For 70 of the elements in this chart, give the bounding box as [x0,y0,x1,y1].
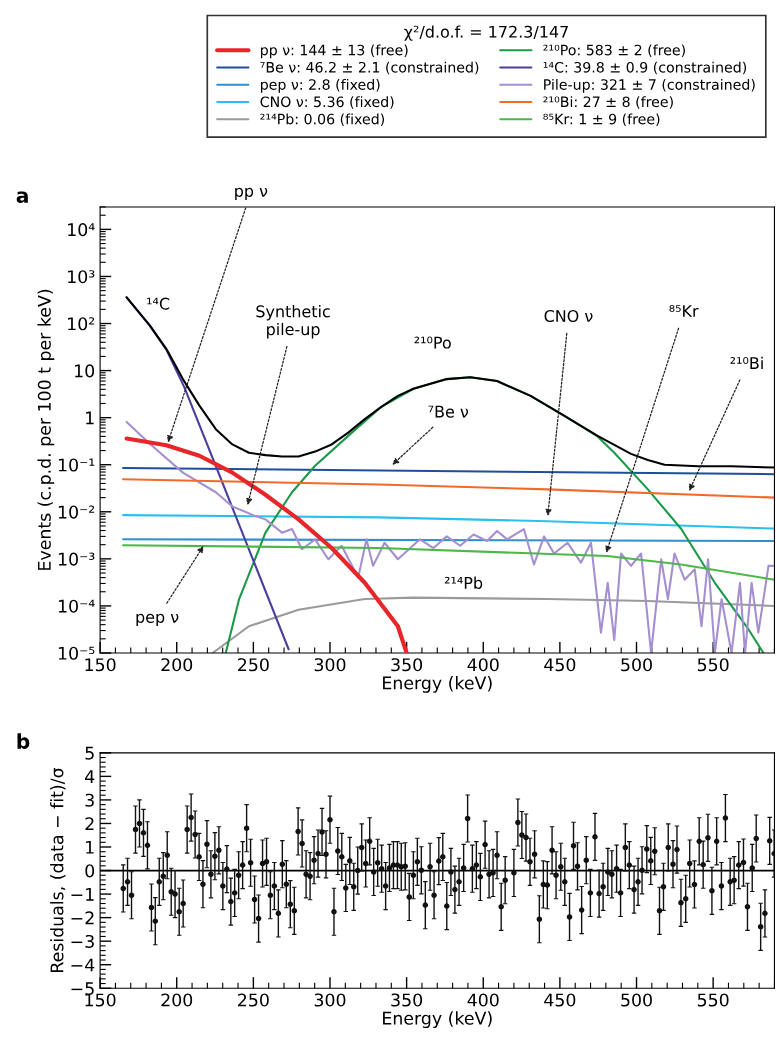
y-tick-label: −1 [71,888,94,901]
x-tick-label: 450 [544,993,576,1007]
x-tick-label: 200 [161,658,193,672]
y-axis-title: Events (c.p.d. per 100 t per keV) [37,289,55,570]
line-series [211,596,775,653]
y-tick-label: 10⁴ [68,223,95,237]
annotation: ²¹⁴Pb [444,576,483,589]
legend-label: CNO ν: 5.36 (fixed) [260,96,394,109]
annotation: ¹⁴C [147,297,170,310]
legend-title: χ²/d.o.f. = 172.3/147 [404,25,568,41]
x-tick-label: 300 [314,993,346,1007]
y-tick-label: 10⁻¹ [58,458,95,472]
line-series [122,514,775,530]
y-tick-label: −4 [71,958,95,972]
y-tick-label: 2 [85,817,94,831]
y-tick-label: 1 [86,411,94,425]
line-series [122,478,775,499]
x-tick-label: 550 [697,993,729,1007]
x-tick-label: 500 [621,993,652,1007]
y-tick-label: 10⁻⁵ [58,646,95,660]
y-tick-label: 10⁻⁴ [58,599,95,613]
y-tick-label: 3 [85,793,94,807]
y-tick-label: 1 [86,840,94,854]
x-tick-label: 550 [697,658,729,672]
legend-label: pep ν: 2.8 (fixed) [260,78,380,93]
x-tick-label: 200 [161,993,193,1007]
annotation: ²¹⁰Po [414,336,451,349]
legend-label: ²¹⁰Po: 583 ± 2 (free) [543,44,685,58]
x-tick-label: 250 [238,658,269,672]
y-tick-label: 5 [85,746,94,760]
y-tick-label: 10 [75,364,95,378]
y-tick-label: 4 [85,770,95,783]
y-tick-label: −3 [71,934,94,949]
x-tick-label: 400 [467,993,499,1007]
x-tick-label: 150 [85,993,116,1007]
legend-label: Pile-up: 321 ± 7 (constrained) [544,78,755,93]
annotation: pep ν [136,613,179,627]
x-axis-title: Energy (keV) [383,676,492,693]
y-tick-label: −2 [71,911,94,925]
line-series [124,436,409,653]
annotation: pp ν [235,187,268,201]
x-tick-label: 300 [314,658,346,672]
annotation: Synthetic pile-up [256,305,330,339]
x-tick-label: 500 [621,658,652,672]
x-tick-label: 450 [544,658,576,672]
legend-label: pp ν: 144 ± 13 (free) [260,44,408,59]
annotation: ²¹⁰Bi [730,356,763,369]
y-tick-label: 0 [85,864,95,878]
chart-title: b [17,733,30,749]
annotation: ⁷Be ν [428,405,469,418]
x-tick-label: 250 [238,993,269,1007]
y-tick-label: 10² [68,317,95,331]
y-tick-label: 10⁻³ [58,552,95,566]
legend-label: ²¹⁴Pb: 0.06 (fixed) [260,113,385,127]
y-tick-label: 10³ [68,270,95,284]
legend-label: ⁷Be ν: 46.2 ± 2.1 (constrained) [260,61,479,75]
x-tick-label: 350 [391,993,423,1007]
line-series [125,420,774,653]
y-axis-title: Residuals, (data − fit)/σ [50,767,66,972]
x-tick-label: 350 [391,658,423,672]
x-tick-label: 150 [85,658,116,672]
annotation: CNO ν [544,309,593,323]
legend-label: ⁸⁵Kr: 1 ± 9 (free) [543,113,660,127]
legend-label: ²¹⁰Bi: 27 ± 8 (free) [543,96,673,109]
annotation: ⁸⁵Kr [669,305,699,317]
y-tick-label: 10⁻² [58,505,95,519]
legend-label: ¹⁴C: 39.8 ± 0.9 (constrained) [543,61,747,75]
chart-title: a [16,191,28,204]
x-tick-label: 400 [467,658,499,672]
x-axis-title: Energy (keV) [383,1011,492,1029]
